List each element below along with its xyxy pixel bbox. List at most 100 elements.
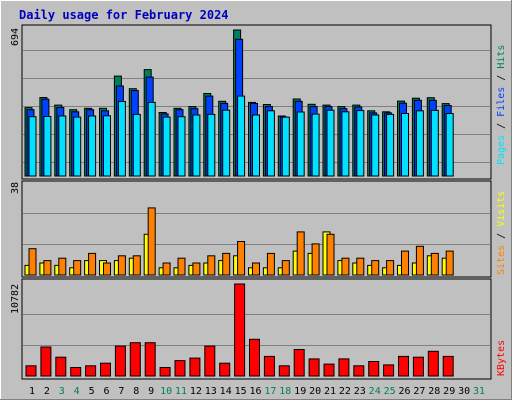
- day-label-1: 1: [29, 386, 35, 397]
- bar-kbytes-day-11: [174, 360, 186, 377]
- bar-pages-day-28: [430, 109, 439, 177]
- bar-sites-day-23: [356, 257, 365, 276]
- legend-files: Files: [496, 87, 507, 117]
- bar-sites-day-26: [401, 250, 409, 276]
- bar-kbytes-day-21: [323, 363, 335, 377]
- bar-sites-day-22: [341, 257, 350, 276]
- bar-kbytes-day-26: [398, 355, 409, 377]
- day-label-18: 18: [279, 386, 291, 397]
- bar-kbytes-day-6: [100, 362, 111, 377]
- bars: [24, 29, 454, 377]
- bar-pages-day-22: [341, 111, 350, 177]
- legend-sep-3: /: [496, 227, 507, 245]
- bar-pages-day-16: [252, 114, 260, 177]
- bar-kbytes-day-19: [293, 349, 305, 377]
- bar-kbytes-day-13: [204, 345, 216, 377]
- bar-sites-day-25: [386, 260, 395, 276]
- bar-kbytes-day-3: [55, 356, 67, 377]
- bar-sites-day-15: [237, 241, 246, 276]
- day-label-24: 24: [369, 386, 381, 397]
- bar-kbytes-day-12: [189, 357, 201, 377]
- day-label-28: 28: [428, 386, 440, 397]
- bar-pages-day-1: [28, 116, 37, 177]
- bar-sites-day-7: [117, 255, 126, 276]
- bar-pages-day-13: [207, 113, 216, 177]
- bar-pages-day-12: [192, 114, 201, 177]
- hits-max-label: 694: [10, 28, 21, 46]
- bar-kbytes-day-24: [368, 361, 380, 377]
- day-label-20: 20: [309, 386, 321, 397]
- day-label-16: 16: [249, 386, 261, 397]
- bar-kbytes-day-5: [85, 365, 97, 377]
- bar-sites-day-27: [415, 245, 424, 276]
- bar-sites-day-4: [73, 260, 82, 276]
- legend-sep-2: /: [496, 69, 507, 87]
- bar-sites-day-29: [445, 250, 454, 276]
- bar-sites-day-1: [28, 248, 37, 276]
- kbytes-max-label: 10782: [10, 284, 21, 314]
- bar-sites-day-18: [281, 260, 290, 276]
- day-label-17: 17: [264, 386, 276, 397]
- day-label-23: 23: [354, 386, 366, 397]
- bar-sites-day-19: [296, 231, 305, 276]
- legend-hits: Hits: [496, 45, 507, 69]
- bar-sites-day-21: [326, 233, 335, 276]
- bar-pages-day-29: [445, 113, 454, 177]
- bar-kbytes-day-28: [427, 350, 439, 377]
- bar-sites-day-10: [162, 262, 171, 276]
- visits-max-label: 38: [10, 182, 21, 194]
- bar-kbytes-day-23: [353, 365, 365, 377]
- bar-pages-day-14: [222, 109, 231, 177]
- day-label-21: 21: [324, 386, 336, 397]
- bar-pages-day-4: [73, 116, 82, 177]
- bar-pages-day-8: [132, 113, 141, 177]
- legend-pages: Pages: [496, 135, 507, 165]
- day-label-15: 15: [235, 386, 247, 397]
- bar-sites-day-28: [430, 252, 439, 276]
- day-label-4: 4: [74, 386, 80, 397]
- legend-visits: Visits: [496, 191, 507, 227]
- bar-sites-day-20: [311, 243, 320, 276]
- day-label-3: 3: [59, 386, 65, 397]
- day-label-6: 6: [103, 386, 109, 397]
- day-label-7: 7: [118, 386, 124, 397]
- bar-kbytes-day-17: [263, 355, 275, 377]
- day-label-30: 30: [458, 386, 470, 397]
- bar-sites-day-2: [43, 260, 52, 276]
- bar-sites-day-24: [371, 260, 380, 276]
- bar-kbytes-day-4: [70, 367, 82, 377]
- bar-pages-day-7: [117, 101, 126, 177]
- bar-sites-day-5: [88, 252, 97, 276]
- bar-kbytes-day-29: [442, 355, 454, 377]
- day-label-19: 19: [294, 386, 306, 397]
- bar-sites-day-13: [207, 255, 216, 276]
- day-label-26: 26: [398, 386, 410, 397]
- legend-sites: Sites: [496, 245, 507, 275]
- bar-kbytes-day-1: [25, 365, 37, 377]
- legend-kbytes: KBytes: [496, 340, 507, 376]
- bar-pages-day-3: [58, 115, 67, 177]
- bar-pages-day-18: [281, 116, 290, 177]
- bar-pages-day-25: [386, 113, 395, 177]
- bar-kbytes-day-22: [338, 358, 350, 377]
- day-label-14: 14: [220, 386, 232, 397]
- bar-sites-day-11: [177, 257, 186, 276]
- bar-pages-day-20: [311, 113, 320, 177]
- graph-title: Daily usage for February 2024: [19, 8, 229, 22]
- bar-pages-day-5: [88, 115, 97, 177]
- bar-kbytes-day-20: [308, 358, 320, 377]
- bar-sites-day-6: [103, 262, 111, 276]
- bar-pages-day-27: [415, 110, 424, 177]
- bar-kbytes-day-27: [412, 356, 424, 377]
- bar-sites-day-16: [252, 262, 260, 276]
- day-label-11: 11: [175, 386, 187, 397]
- legend-visits-sites: Sites / Visits: [496, 191, 507, 275]
- bar-pages-day-26: [401, 113, 409, 177]
- day-label-25: 25: [384, 386, 396, 397]
- bar-pages-day-17: [266, 110, 275, 177]
- day-label-22: 22: [339, 386, 351, 397]
- bar-pages-day-19: [296, 111, 305, 177]
- bar-kbytes-day-10: [159, 367, 171, 377]
- bar-sites-day-14: [222, 252, 231, 276]
